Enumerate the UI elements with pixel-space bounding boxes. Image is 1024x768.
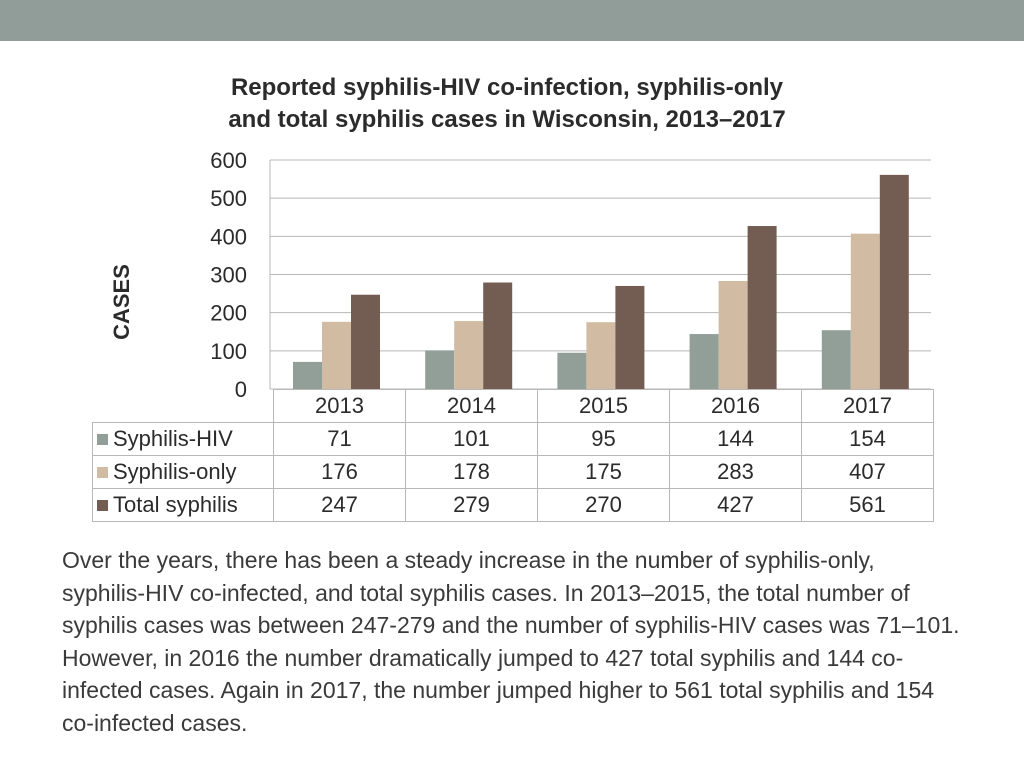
table-corner: [92, 389, 274, 423]
table-cell: 561: [801, 488, 934, 522]
legend-label: Total syphilis: [113, 492, 238, 517]
bar-syphilis-only: [850, 233, 880, 389]
bar-total-syphilis: [351, 294, 380, 389]
header-bar: [0, 0, 1024, 41]
data-table: 2013 2014 2015 2016 2017 Syphilis-HIV 71…: [92, 389, 934, 522]
bar-syphilis-hiv: [425, 350, 455, 389]
table-header-year: 2014: [405, 389, 538, 423]
bar-syphilis-hiv: [557, 352, 587, 389]
table-cell: 176: [273, 455, 406, 489]
chart-title: Reported syphilis-HIV co-infection, syph…: [150, 72, 864, 136]
legend-entry-total-syphilis: Total syphilis: [92, 488, 274, 522]
table-header-year: 2017: [801, 389, 934, 423]
bar-syphilis-only: [454, 321, 484, 389]
table-cell: 427: [669, 488, 802, 522]
table-cell: 101: [405, 422, 538, 456]
bar-total-syphilis: [483, 282, 513, 389]
bar-syphilis-only: [586, 322, 616, 389]
legend-label: Syphilis-HIV: [113, 426, 233, 451]
table-header-year: 2013: [273, 389, 406, 423]
y-tick-label: 500: [210, 186, 247, 211]
table-cell: 175: [537, 455, 670, 489]
y-tick-label: 300: [210, 263, 247, 288]
table-row: Syphilis-only 176 178 175 283 407: [92, 455, 934, 489]
bar-syphilis-hiv: [821, 330, 851, 389]
table-cell: 95: [537, 422, 670, 456]
legend-swatch-syphilis-hiv: [97, 434, 108, 445]
bar-total-syphilis: [615, 285, 645, 389]
bar-total-syphilis: [747, 226, 777, 389]
table-row: Total syphilis 247 279 270 427 561: [92, 488, 934, 522]
table-cell: 144: [669, 422, 802, 456]
table-cell: 270: [537, 488, 670, 522]
y-tick-label: 100: [210, 339, 247, 364]
table-header-year: 2015: [537, 389, 670, 423]
y-tick-label: 200: [210, 301, 247, 326]
bar-syphilis-only: [322, 321, 351, 389]
y-tick-label: 400: [210, 224, 247, 249]
table-header-year: 2016: [669, 389, 802, 423]
description-paragraph: Over the years, there has been a steady …: [62, 547, 960, 736]
bar-syphilis-only: [718, 280, 748, 389]
legend-entry-syphilis-hiv: Syphilis-HIV: [92, 422, 274, 456]
chart-title-line-2: and total syphilis cases in Wisconsin, 2…: [228, 106, 786, 133]
table-cell: 283: [669, 455, 802, 489]
bar-total-syphilis: [879, 174, 909, 389]
legend-swatch-total-syphilis: [97, 500, 108, 511]
chart-title-line-1: Reported syphilis-HIV co-infection, syph…: [230, 74, 784, 101]
y-tick-label: 600: [210, 148, 247, 173]
bar-syphilis-hiv: [689, 334, 719, 389]
legend-entry-syphilis-only: Syphilis-only: [92, 455, 274, 489]
table-cell: 178: [405, 455, 538, 489]
table-row: Syphilis-HIV 71 101 95 144 154: [92, 422, 934, 456]
table-cell: 154: [801, 422, 934, 456]
table-cell: 407: [801, 455, 934, 489]
table-cell: 71: [273, 422, 406, 456]
legend-label: Syphilis-only: [113, 459, 237, 484]
table-cell: 247: [273, 488, 406, 522]
table-header-row: 2013 2014 2015 2016 2017: [92, 389, 934, 423]
legend-swatch-syphilis-only: [97, 467, 108, 478]
bar-syphilis-hiv: [293, 361, 322, 389]
table-cell: 279: [405, 488, 538, 522]
